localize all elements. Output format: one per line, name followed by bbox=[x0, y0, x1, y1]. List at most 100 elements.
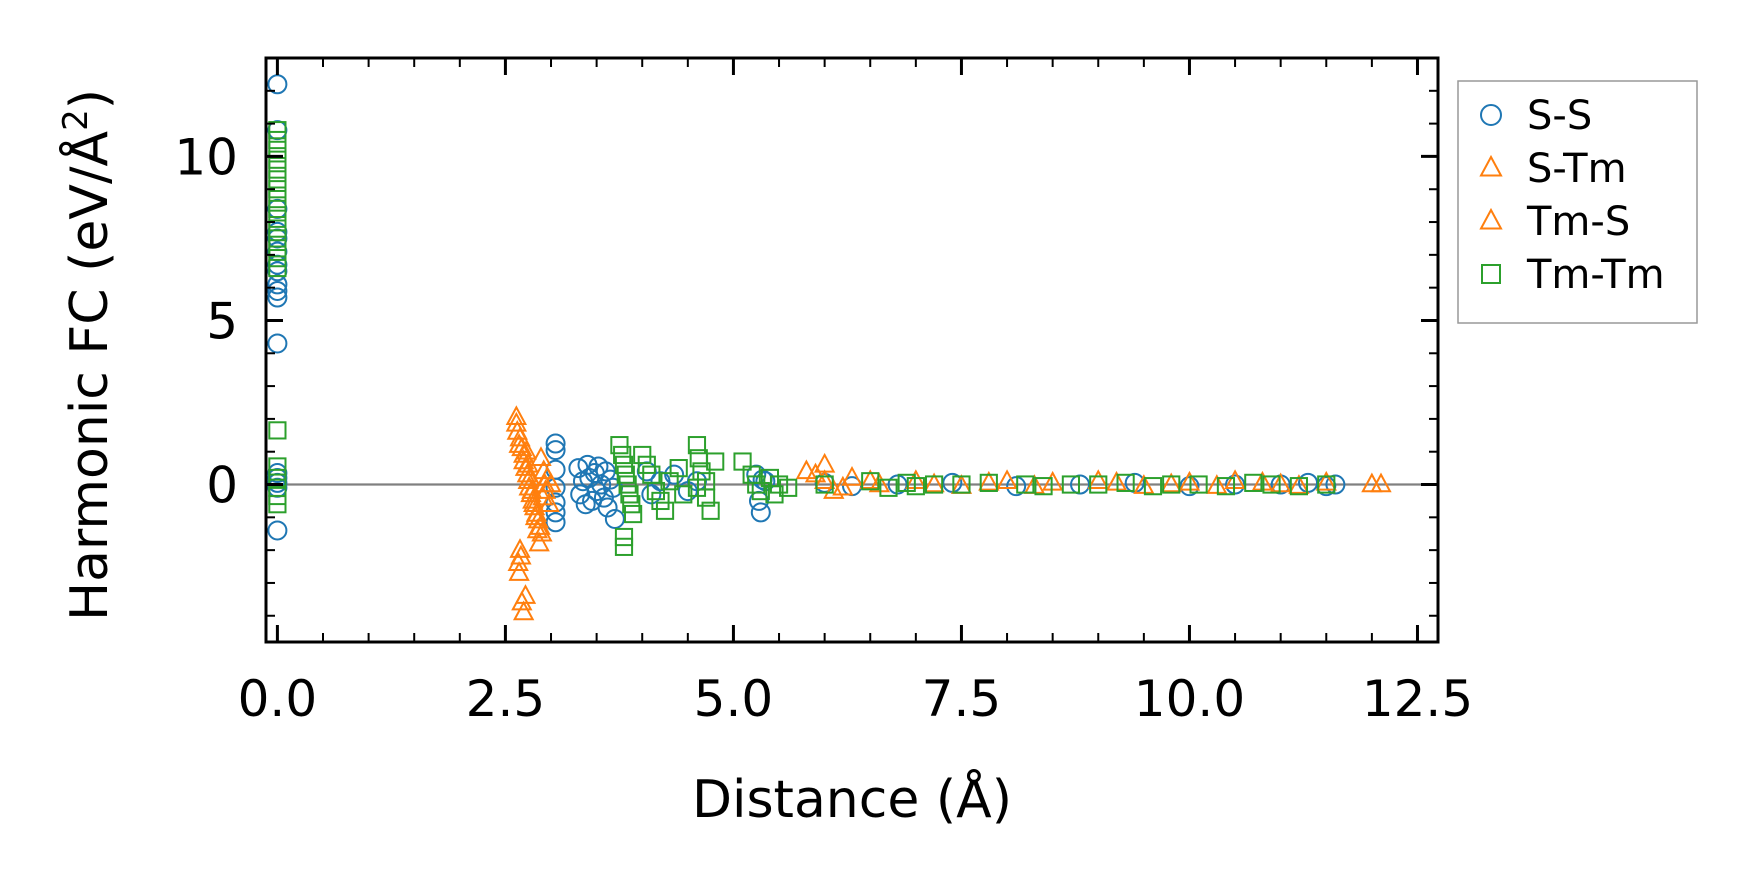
data-markers bbox=[267, 74, 1392, 621]
data-point-s-tm bbox=[505, 411, 528, 432]
data-point-tm-tm bbox=[924, 475, 944, 494]
x-tick-label: 7.5 bbox=[922, 670, 1002, 728]
data-point-tm-tm bbox=[637, 455, 656, 474]
data-point-tm-s bbox=[1023, 474, 1046, 494]
data-point-tm-s bbox=[1370, 472, 1392, 493]
legend-label-s-tm: S-Tm bbox=[1527, 146, 1627, 192]
data-point-s-s bbox=[1325, 474, 1346, 495]
data-point-tm-tm bbox=[618, 475, 637, 494]
data-point-tm-tm bbox=[268, 249, 287, 268]
data-point-tm-s bbox=[859, 469, 881, 489]
data-point-tm-tm bbox=[701, 501, 720, 520]
data-point-tm-tm bbox=[1116, 473, 1135, 492]
data-point-s-s bbox=[267, 287, 288, 308]
data-point-tm-s bbox=[1288, 474, 1310, 494]
data-point-tm-tm bbox=[1143, 477, 1163, 496]
data-point-tm-s bbox=[509, 538, 531, 558]
plot-frame bbox=[264, 56, 1440, 644]
data-point-tm-tm bbox=[1162, 475, 1181, 494]
data-point-tm-tm bbox=[1016, 475, 1035, 494]
data-point-tm-tm bbox=[742, 465, 761, 484]
y-tick-label: 0 bbox=[206, 457, 238, 515]
data-point-tm-tm bbox=[610, 436, 629, 455]
data-point-tm-s bbox=[528, 531, 550, 552]
data-point-tm-tm bbox=[706, 452, 725, 471]
data-point-s-tm bbox=[1178, 470, 1201, 491]
y-tick-label: 5 bbox=[206, 292, 238, 350]
legend-marker-tm-tm bbox=[1481, 264, 1501, 284]
data-point-tm-tm bbox=[651, 491, 670, 511]
data-point-s-tm bbox=[1315, 470, 1337, 491]
data-point-s-tm bbox=[512, 449, 535, 470]
data-point-tm-tm bbox=[696, 472, 716, 491]
data-point-tm-tm bbox=[646, 481, 666, 501]
data-point-tm-s bbox=[1251, 470, 1274, 491]
data-point-tm-tm bbox=[268, 468, 287, 488]
data-point-tm-tm bbox=[633, 445, 652, 465]
data-point-s-tm bbox=[508, 561, 530, 581]
data-point-tm-tm bbox=[1262, 475, 1281, 494]
data-point-tm-s bbox=[533, 472, 556, 493]
data-point-tm-tm bbox=[268, 130, 287, 150]
data-point-s-tm bbox=[823, 479, 845, 499]
data-point-tm-tm bbox=[674, 485, 693, 504]
legend-label-tm-s: Tm-S bbox=[1526, 199, 1630, 245]
legend-label-s-s: S-S bbox=[1527, 93, 1592, 139]
data-point-tm-tm bbox=[687, 478, 707, 497]
data-point-s-s bbox=[545, 477, 566, 498]
data-point-tm-tm bbox=[655, 501, 675, 520]
data-point-tm-tm bbox=[614, 527, 634, 547]
data-point-tm-tm bbox=[268, 239, 287, 258]
data-point-tm-tm bbox=[268, 457, 287, 476]
data-point-s-tm bbox=[1269, 472, 1292, 493]
data-point-tm-tm bbox=[979, 473, 998, 492]
data-point-tm-tm bbox=[733, 452, 752, 471]
data-point-tm-tm bbox=[815, 475, 834, 494]
data-point-tm-tm bbox=[268, 140, 287, 159]
data-point-tm-tm bbox=[622, 495, 641, 514]
x-tick-labels: 0.0 2.5 5.0 7.5 10.0 12.5 bbox=[238, 670, 1474, 728]
legend: S-S S-Tm Tm-S Tm-Tm bbox=[1457, 80, 1698, 324]
y-axis-label: Harmonic FC (eV/Å2) bbox=[56, 89, 120, 621]
data-point-tm-tm bbox=[1317, 475, 1336, 494]
data-point-tm-tm bbox=[687, 436, 707, 455]
data-point-tm-tm bbox=[765, 485, 784, 504]
data-point-tm-tm bbox=[660, 472, 679, 491]
data-point-s-s bbox=[664, 464, 685, 485]
data-point-s-tm bbox=[841, 465, 863, 486]
data-point-tm-tm bbox=[624, 504, 643, 524]
data-point-tm-tm bbox=[897, 473, 916, 492]
data-point-s-s bbox=[641, 484, 662, 505]
y-tick-label: 10 bbox=[174, 128, 238, 186]
data-point-tm-s bbox=[1160, 472, 1182, 493]
x-tick-label: 0.0 bbox=[238, 670, 318, 728]
data-point-tm-s bbox=[923, 472, 945, 493]
data-point-tm-s bbox=[1206, 474, 1228, 494]
data-point-tm-tm bbox=[268, 160, 287, 179]
data-point-tm-tm bbox=[1289, 477, 1309, 496]
data-point-tm-tm bbox=[747, 475, 766, 494]
data-point-s-tm bbox=[868, 472, 891, 493]
data-point-s-s bbox=[545, 433, 566, 454]
data-point-s-tm bbox=[538, 492, 560, 512]
legend-marker-s-tm bbox=[1479, 154, 1503, 177]
data-point-tm-tm bbox=[268, 219, 287, 238]
data-point-tm-s bbox=[508, 433, 530, 453]
data-point-s-s bbox=[750, 502, 771, 523]
data-point-tm-s bbox=[1105, 470, 1128, 491]
axis-ticks bbox=[266, 57, 1438, 642]
data-point-tm-tm bbox=[268, 258, 287, 278]
x-tick-label: 12.5 bbox=[1362, 670, 1473, 728]
data-point-tm-s bbox=[530, 446, 552, 467]
data-point-tm-tm bbox=[620, 485, 639, 504]
data-point-s-s bbox=[1006, 476, 1027, 497]
data-point-tm-tm bbox=[952, 475, 971, 494]
data-point-s-s bbox=[604, 508, 625, 529]
legend-marker-s-s bbox=[1480, 104, 1502, 126]
data-point-tm-tm bbox=[1061, 475, 1080, 494]
x-tick-label: 10.0 bbox=[1134, 670, 1245, 728]
data-point-tm-tm bbox=[614, 537, 634, 556]
data-point-tm-s bbox=[510, 544, 532, 565]
data-point-tm-tm bbox=[616, 465, 635, 484]
data-point-s-s bbox=[545, 440, 566, 461]
